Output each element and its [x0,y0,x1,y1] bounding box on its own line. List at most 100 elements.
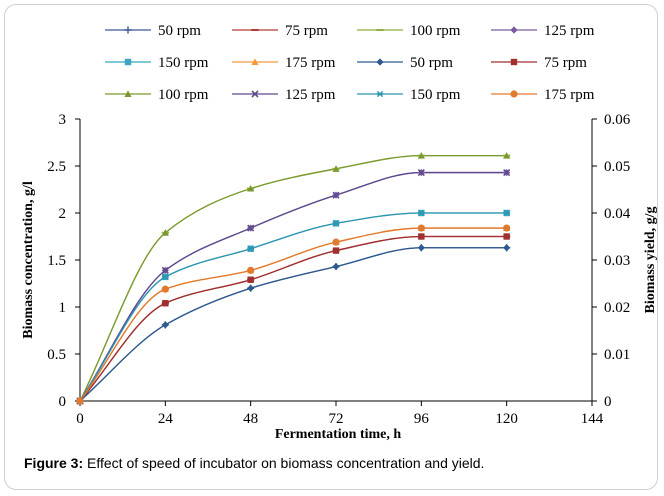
legend-swatch-marker [124,90,132,97]
legend-label: 175 rpm [544,87,595,103]
y-left-tick-label: 1.5 [47,253,66,269]
legend-item: 175 rpm [232,55,336,71]
legend-label: 75 rpm [285,23,328,39]
data-point-s12-2 [161,285,169,293]
chart-markers [76,152,511,405]
y-right-tick-label: 0.03 [604,253,630,269]
data-point-s8-2 [162,300,169,307]
y-left-tick-label: 2 [59,206,67,222]
data-point-s10-3 [247,224,255,232]
y-right-tick-label: 0.05 [604,159,630,175]
legend-label: 125 rpm [544,23,595,39]
y-left-tick-label: 0.5 [47,347,66,363]
series-line-5 [79,212,507,402]
series-line-4 [79,171,507,402]
legend-item: 100 rpm [105,87,209,103]
legend-label: 100 rpm [410,23,461,39]
x-tick-label: 72 [329,411,344,427]
legend-label: 100 rpm [158,87,209,103]
data-point-s10-6 [503,169,511,177]
data-point-s7-5 [417,244,425,252]
legend-swatch-marker [124,26,132,34]
legend-item: 150 rpm [105,55,209,71]
series-line-11 [79,212,507,402]
data-point-s7-2 [161,321,169,329]
data-point-s8-5 [418,233,425,240]
legend-swatch-marker [124,58,132,66]
legend-swatch-marker [510,58,518,66]
figure-card [4,4,658,490]
data-point-s9-6 [503,152,511,159]
y-axis-left-title: Biomass concentration, g/l [21,181,36,339]
legend-label: 50 rpm [158,23,201,39]
data-point-s11-2 [161,273,169,281]
legend-item: 125 rpm [232,87,336,103]
y-left-tick-label: 1 [59,300,67,316]
y-right-tick-label: 0.04 [604,206,631,222]
legend: 50 rpm 75 rpm 100 rpm 125 rpm 150 rpm 175 rpm… [105,23,595,103]
chart-axes: 0 24 48 72 96 120 14400.511.522.5300.010.020.0… [47,112,631,427]
figure-caption-label: Figure 3: [24,455,84,471]
legend-item: 50 rpm [105,23,201,39]
x-tick-label: 0 [76,411,84,427]
series-line-6 [79,227,507,402]
series-line-9 [79,155,507,402]
x-tick-label: 24 [158,411,174,427]
data-point-s9-4 [332,165,340,172]
data-point-s8-6 [503,233,510,240]
legend-swatch-marker [376,90,384,98]
y-right-tick-label: 0.06 [604,112,631,128]
legend-swatch-marker [251,58,259,65]
data-point-s12-3 [247,266,255,274]
series-line-3 [79,155,507,402]
data-point-s7-3 [247,284,255,292]
legend-swatch-marker [510,26,518,34]
data-point-s12-1 [76,397,84,405]
y-right-tick-label: 0 [604,394,612,410]
data-point-s9-5 [417,152,425,159]
data-point-s11-3 [247,245,255,252]
series-line-1 [79,247,507,402]
data-point-s11-5 [417,209,425,217]
x-axis-title: Fermentation time, h [275,427,402,442]
legend-item: 175 rpm [491,87,595,103]
data-point-s10-2 [161,266,169,274]
legend-item: 75 rpm [491,55,587,71]
data-point-s12-6 [503,224,511,232]
data-point-s11-6 [503,209,511,217]
legend-item: 125 rpm [491,23,595,39]
x-tick-label: 48 [243,411,258,427]
series-line-7 [79,247,507,402]
series-line-8 [79,235,507,402]
legend-label: 175 rpm [285,55,336,71]
legend-label: 125 rpm [285,87,336,103]
data-point-s7-6 [503,244,511,252]
legend-label: 150 rpm [410,87,461,103]
data-point-s7-4 [332,262,340,271]
x-tick-label: 96 [414,411,430,427]
legend-item: 50 rpm [357,55,453,71]
legend-item: 150 rpm [357,87,461,103]
data-point-s9-3 [247,184,255,192]
legend-swatch-marker [251,90,259,98]
figure-caption-text: Effect of speed of incubator on biomass … [87,455,485,471]
data-point-s10-4 [332,191,340,199]
series-line-10 [79,171,507,402]
y-left-tick-label: 3 [59,112,67,128]
legend-label: 150 rpm [158,55,209,71]
y-left-tick-label: 2.5 [47,159,66,175]
legend-swatch-marker [510,90,518,98]
legend-swatch-marker [376,58,384,66]
data-point-s11-4 [332,220,340,227]
legend-item: 75 rpm [232,23,328,39]
x-tick-label: 144 [581,411,604,427]
data-point-s9-2 [161,229,169,236]
data-point-s10-5 [417,169,425,177]
data-point-s12-4 [332,238,340,246]
data-point-s12-5 [417,224,425,232]
figure-caption: Figure 3: Effect of speed of incubator o… [24,455,648,471]
legend-label: 75 rpm [544,55,587,71]
y-axis-right-title: Biomass yield, g/g [643,207,658,314]
y-left-tick-label: 0 [59,394,67,410]
